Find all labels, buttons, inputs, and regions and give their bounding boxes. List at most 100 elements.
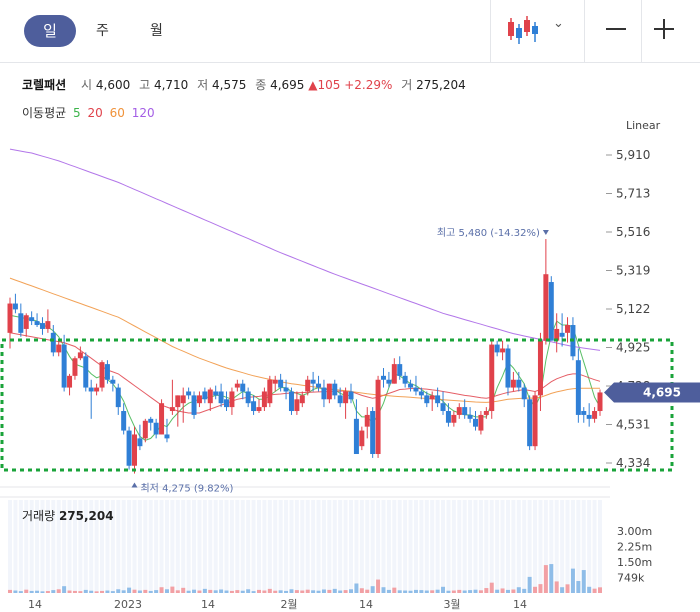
volume-bar: [62, 586, 67, 593]
volume-background-stripe: [192, 500, 197, 593]
candle-body: [332, 383, 338, 396]
y-axis-tick-label: 4,925: [616, 341, 650, 355]
volume-background-stripe: [89, 500, 94, 593]
x-axis-tick-label: 2023: [114, 598, 142, 611]
volume-background-stripe: [343, 500, 348, 593]
x-axis-tick-label: 2월: [280, 598, 297, 611]
candle-body: [94, 387, 100, 392]
volume-panel-label: 거래량 275,204: [22, 507, 114, 524]
high-label: 고: [139, 78, 151, 92]
volume-background-stripe: [500, 500, 505, 593]
volume-background-stripe: [148, 500, 153, 593]
candle-body: [191, 395, 197, 415]
volume-bar: [354, 583, 359, 593]
volume-bar: [359, 588, 364, 593]
volume-bar: [413, 589, 418, 593]
tab-day[interactable]: 일: [24, 15, 76, 47]
volume-bar: [349, 589, 354, 593]
volume-value: 275,204: [416, 78, 466, 92]
candle-body: [445, 411, 451, 423]
tab-month[interactable]: 월: [150, 23, 163, 39]
volume-bar: [89, 590, 94, 593]
volume-background-stripe: [251, 500, 256, 593]
ma120-label[interactable]: 120: [131, 106, 155, 120]
toolbar-divider: [584, 0, 585, 62]
volume-bar: [316, 590, 321, 593]
current-price-badge: 4,695: [604, 382, 700, 403]
candle-body: [23, 315, 29, 329]
volume-bar: [381, 587, 386, 593]
y-axis-tick-label: 5,122: [616, 302, 650, 316]
volume-bar: [511, 589, 516, 593]
ma5-line: [9, 314, 601, 441]
volume-bar: [446, 590, 451, 593]
ma120-line: [9, 148, 601, 351]
volume-bar: [327, 589, 332, 593]
volume-background-stripe: [284, 500, 289, 593]
volume-bar: [13, 590, 18, 593]
candle-body: [7, 303, 13, 333]
volume-background-stripe: [105, 500, 110, 593]
volume-bar: [197, 590, 202, 593]
candle-body: [12, 303, 18, 310]
volume-background-stripe: [132, 500, 137, 593]
candle-body: [456, 407, 462, 415]
volume-bar: [219, 589, 224, 593]
volume-background-stripe: [327, 500, 332, 593]
volume-background-stripe: [137, 500, 142, 593]
volume-bar: [522, 588, 527, 593]
volume-background-stripe: [278, 500, 283, 593]
candle-body: [429, 395, 435, 400]
volume-background-stripe: [370, 500, 375, 593]
volume-background-stripe: [354, 500, 359, 593]
volume-background-stripe: [262, 500, 267, 593]
volume-background-stripe: [495, 500, 500, 593]
candle-body: [537, 340, 543, 396]
volume-background-stripe: [13, 500, 18, 593]
candle-body: [18, 313, 24, 333]
volume-bar: [56, 589, 61, 593]
candle-body: [126, 430, 132, 466]
volume-background-stripe: [127, 500, 132, 593]
volume-bar: [202, 588, 207, 593]
volume-bar: [408, 590, 413, 593]
close-value: 4,695: [270, 78, 305, 92]
candle-body: [559, 332, 565, 337]
volume-bar: [478, 590, 483, 593]
candle-body: [202, 391, 208, 400]
volume-bar: [132, 589, 137, 593]
volume-background-stripe: [181, 500, 186, 593]
candle-body: [483, 411, 489, 415]
high-value: 4,710: [153, 78, 189, 92]
open-label: 시: [81, 78, 93, 92]
plus-icon[interactable]: [654, 19, 674, 39]
candle-body: [489, 344, 495, 412]
ma5-label[interactable]: 5: [73, 106, 81, 120]
volume-bar: [376, 579, 381, 593]
volume-background-stripe: [229, 500, 234, 593]
candle-body: [56, 344, 62, 353]
scale-mode-toggle[interactable]: Linear: [626, 119, 661, 132]
candle-body: [234, 383, 240, 388]
volume-background-stripe: [289, 500, 294, 593]
ma60-label[interactable]: 60: [109, 106, 125, 120]
chevron-down-icon[interactable]: ⌄: [553, 16, 564, 31]
volume-background-stripe: [359, 500, 364, 593]
volume-tick-label: 2.25m: [617, 541, 652, 554]
ma20-label[interactable]: 20: [87, 106, 103, 120]
volume-bar: [240, 590, 245, 593]
volume-background-stripe: [533, 500, 538, 593]
tab-week[interactable]: 주: [96, 23, 109, 39]
volume-background-stripe: [386, 500, 391, 593]
volume-background-stripe: [202, 500, 207, 593]
y-axis-tick-label: 5,713: [616, 187, 650, 201]
minus-icon[interactable]: [606, 28, 626, 30]
candle-body: [115, 387, 121, 408]
candle-body: [104, 364, 110, 380]
volume-bar: [392, 587, 397, 593]
candle-body: [240, 383, 246, 392]
candle-body: [164, 434, 170, 439]
ma20-line: [9, 332, 601, 414]
candlestick-icon[interactable]: [500, 14, 540, 46]
